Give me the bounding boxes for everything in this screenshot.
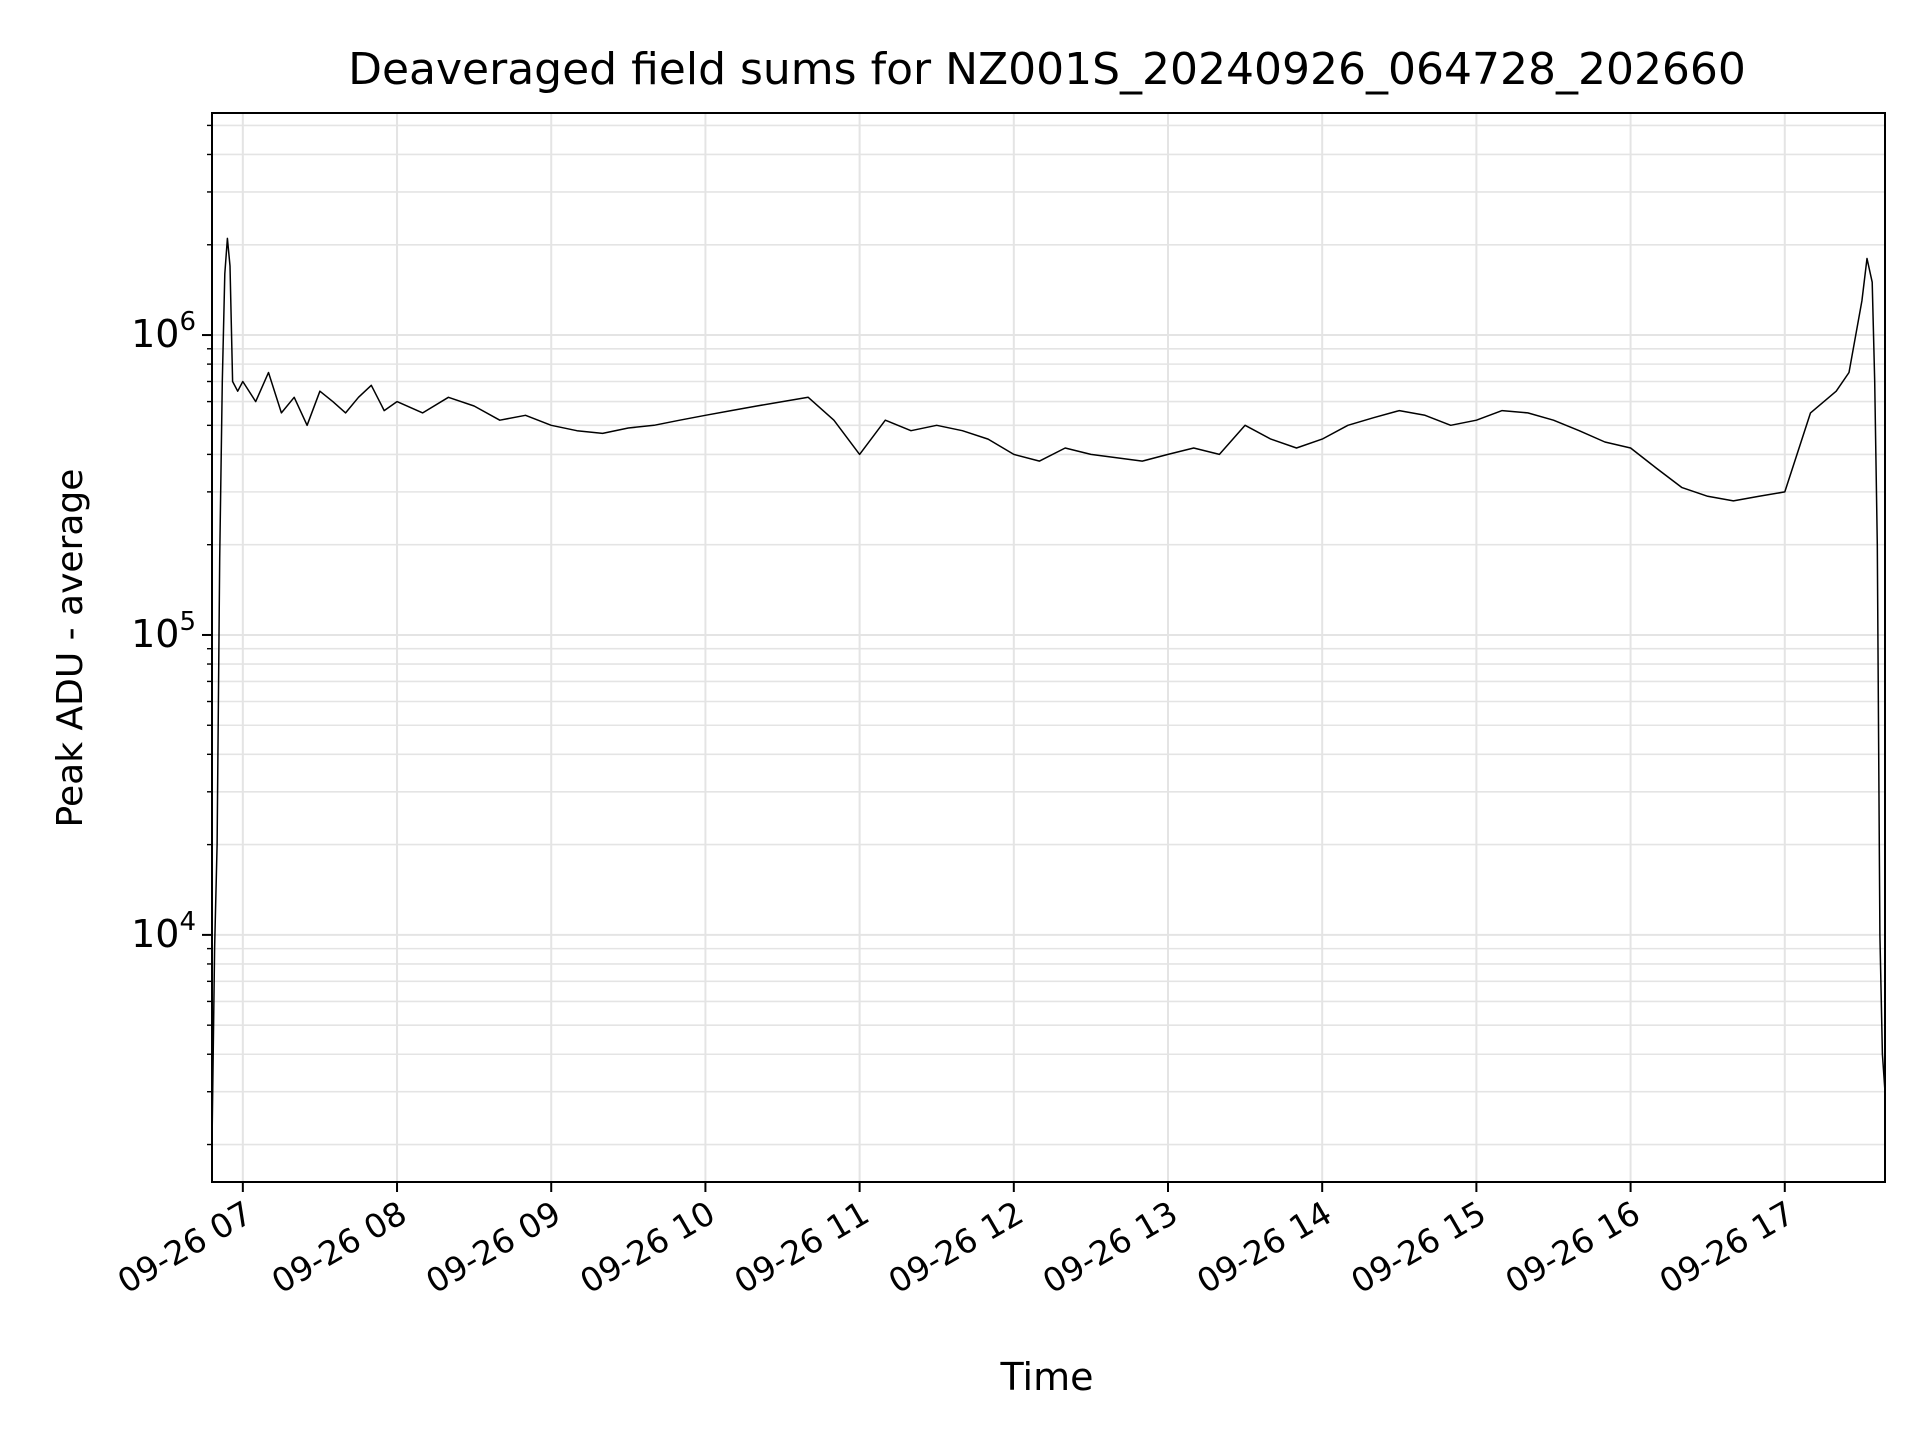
grid	[212, 113, 1885, 1182]
series-layer	[212, 237, 1885, 1145]
series-line	[212, 237, 1885, 1145]
plot-area-frame	[211, 112, 1886, 1183]
y-tick-label: 104	[131, 907, 196, 956]
chart-title: Deaveraged field sums for NZ001S_2024092…	[348, 44, 1746, 95]
y-axis-label: Peak ADU - average	[50, 469, 91, 828]
x-axis-label: Time	[1000, 1355, 1094, 1399]
